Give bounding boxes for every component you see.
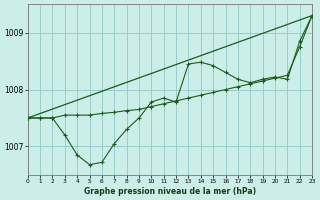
X-axis label: Graphe pression niveau de la mer (hPa): Graphe pression niveau de la mer (hPa) [84,187,256,196]
